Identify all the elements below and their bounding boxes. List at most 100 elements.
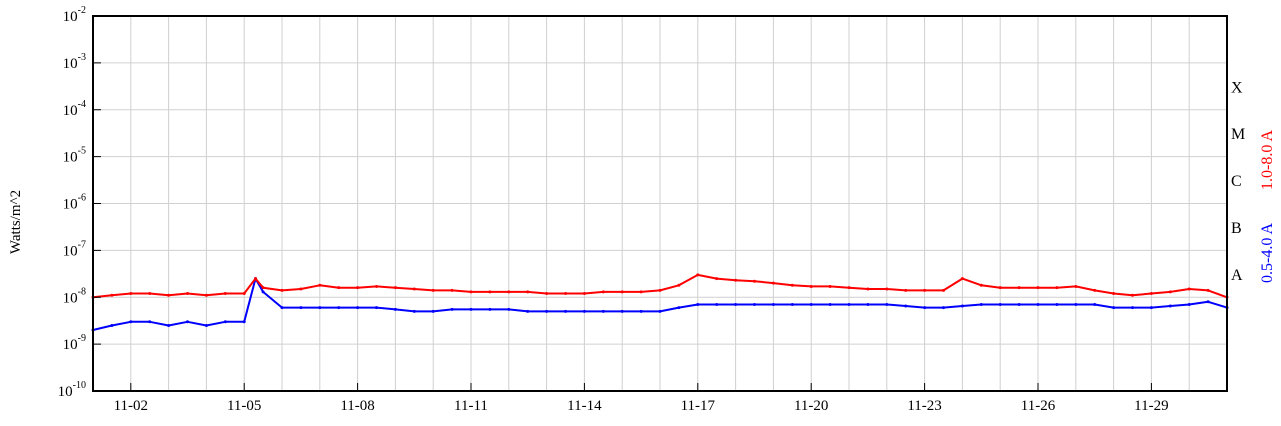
series-point <box>167 293 171 297</box>
series-point <box>809 303 813 307</box>
series-point <box>1112 306 1116 310</box>
series-point <box>696 273 700 277</box>
series-point <box>393 307 397 311</box>
series-point <box>639 309 643 313</box>
series-point <box>1187 303 1191 307</box>
series-point <box>1036 303 1040 307</box>
series-point <box>356 286 360 290</box>
series-point <box>734 278 738 282</box>
series-point <box>960 304 964 308</box>
series-point <box>526 309 530 313</box>
x-tick-label: 11-17 <box>681 398 716 414</box>
series-point <box>1168 304 1172 308</box>
legend-series-long: 1.0-8.0 A <box>1259 130 1276 190</box>
series-point <box>488 290 492 294</box>
series-point <box>450 307 454 311</box>
series-point <box>507 307 511 311</box>
series-point <box>507 290 511 294</box>
series-point <box>790 303 794 307</box>
series-point <box>412 287 416 291</box>
series-point <box>1131 306 1134 310</box>
series-point <box>412 309 416 313</box>
series-point <box>1074 284 1078 288</box>
series-point <box>1055 286 1059 290</box>
series-point <box>223 292 227 296</box>
series-point <box>1017 303 1021 307</box>
series-point <box>545 309 549 313</box>
series-point <box>998 303 1002 307</box>
series-point <box>469 290 473 294</box>
series-point <box>375 284 378 288</box>
series-point <box>1093 288 1097 292</box>
series-point <box>960 277 964 281</box>
series-point <box>337 306 341 310</box>
series-point <box>753 303 756 307</box>
series-point <box>129 320 133 324</box>
series-point <box>715 303 719 307</box>
series-point <box>696 303 700 307</box>
series-point <box>204 323 208 327</box>
series-point <box>639 290 643 294</box>
flare-class-label: A <box>1231 267 1243 284</box>
x-tick-label: 11-29 <box>1134 398 1168 414</box>
flare-class-label: C <box>1231 173 1242 190</box>
y-axis-title: Watts/m^2 <box>8 190 24 254</box>
y-tick-label: 10-9 <box>63 333 86 353</box>
x-tick-label: 11-05 <box>227 398 261 414</box>
series-point <box>1112 292 1116 296</box>
series-point <box>167 323 171 327</box>
series-point <box>866 287 870 291</box>
flare-class-label: M <box>1231 126 1245 143</box>
series-point <box>677 306 681 310</box>
x-tick-label: 11-02 <box>114 398 148 414</box>
series-point <box>771 281 775 285</box>
series-point <box>242 320 246 324</box>
x-axis-ticks: 11-02 11-05 11-08 11-11 11-14 11-17 11-20 11-23… <box>114 383 1169 414</box>
series-point <box>885 287 889 291</box>
y-tick-label: 10-3 <box>63 52 86 72</box>
series-point <box>582 292 586 296</box>
series-point <box>828 303 832 307</box>
x-tick-label: 11-08 <box>340 398 374 414</box>
series-point <box>1131 293 1134 297</box>
series-point <box>204 293 208 297</box>
x-tick-label: 11-23 <box>907 398 941 414</box>
series-point <box>847 303 851 307</box>
series-point <box>469 307 473 311</box>
x-tick-label: 11-26 <box>1021 398 1056 414</box>
series-point <box>431 309 435 313</box>
series-point <box>148 292 152 296</box>
series-point <box>658 288 662 292</box>
y-tick-label: 10-10 <box>58 380 86 400</box>
series-layer <box>91 273 1229 332</box>
series-point <box>1055 303 1059 307</box>
series-point <box>904 304 908 308</box>
series-point <box>261 290 265 294</box>
series-point <box>658 309 662 313</box>
series-point <box>318 306 322 310</box>
series-point <box>261 286 265 290</box>
series-line <box>92 277 1228 331</box>
series-point <box>393 286 397 290</box>
series-point <box>280 306 284 310</box>
series-line <box>92 273 1228 299</box>
series-point <box>299 287 303 291</box>
series-point <box>242 292 246 296</box>
flare-class-labels: X M C B A <box>1231 79 1245 284</box>
series-point <box>110 323 114 327</box>
y-axis-ticks: 10-2 10-3 10-4 10-5 10-6 10-7 10-8 10-9 10-10 <box>58 5 101 400</box>
series-point <box>866 303 870 307</box>
series-point <box>979 283 983 287</box>
series-point <box>1206 300 1210 304</box>
series-point <box>299 306 303 310</box>
series-point <box>1149 306 1153 310</box>
y-tick-label: 10-6 <box>63 193 86 213</box>
series-point <box>1093 303 1097 307</box>
series-point <box>847 286 851 290</box>
series-point <box>601 309 605 313</box>
series-point <box>110 293 114 297</box>
series-point <box>337 286 341 290</box>
series-point <box>356 306 360 310</box>
series-point <box>942 288 945 292</box>
series-point <box>1168 290 1172 294</box>
